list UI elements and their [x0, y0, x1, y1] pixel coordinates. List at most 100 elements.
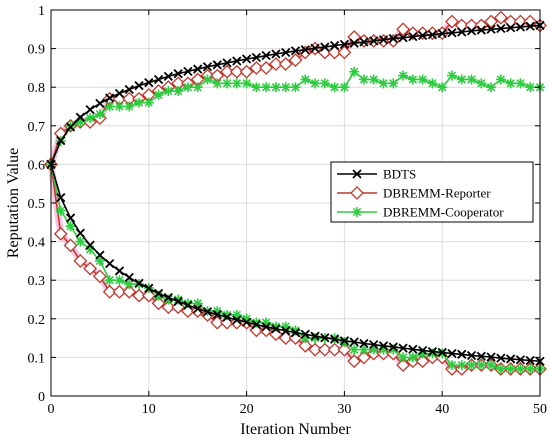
- y-tick-label: 0: [38, 390, 45, 405]
- data-point: [222, 58, 232, 68]
- data-point: [124, 84, 134, 95]
- x-tick-label: 10: [142, 402, 156, 417]
- data-point: [320, 333, 330, 343]
- data-point: [358, 74, 369, 85]
- data-point: [308, 342, 322, 357]
- data-point: [261, 317, 272, 328]
- data-point: [163, 71, 173, 82]
- legend-marker: [350, 186, 364, 200]
- data-point: [417, 74, 428, 85]
- data-point: [407, 352, 418, 363]
- data-point: [359, 338, 369, 349]
- data-point: [525, 355, 535, 366]
- data-point: [398, 352, 409, 363]
- data-point: [369, 340, 379, 350]
- data-point: [298, 338, 313, 353]
- data-point: [368, 74, 379, 85]
- data-point: [212, 306, 223, 317]
- data-point: [232, 315, 242, 325]
- data-point: [251, 82, 262, 93]
- data-point: [173, 69, 183, 79]
- data-point: [104, 275, 115, 286]
- data-point: [153, 89, 164, 100]
- data-point: [310, 333, 321, 344]
- legend-marker: [352, 207, 362, 217]
- data-point: [310, 78, 321, 89]
- data-point: [369, 36, 379, 46]
- data-point: [456, 74, 467, 85]
- data-point: [122, 284, 137, 299]
- data-point: [161, 300, 176, 315]
- data-point: [378, 344, 389, 355]
- x-tick-label: 30: [337, 402, 351, 417]
- y-tick-label: 0.9: [28, 43, 46, 58]
- data-point: [319, 78, 330, 89]
- data-point: [173, 296, 183, 307]
- data-point: [94, 255, 105, 266]
- data-point: [134, 97, 145, 108]
- data-point: [271, 49, 281, 59]
- data-point: [523, 14, 538, 29]
- y-tick-label: 0.6: [28, 158, 46, 173]
- data-point: [269, 57, 283, 71]
- data-point: [525, 363, 536, 374]
- data-point: [202, 307, 213, 317]
- data-point: [408, 344, 418, 354]
- data-point: [83, 261, 98, 276]
- data-point: [447, 28, 457, 38]
- data-point: [241, 317, 252, 327]
- data-point: [163, 292, 173, 303]
- y-tick-label: 0.4: [28, 236, 46, 251]
- data-point: [212, 60, 222, 70]
- data-point: [417, 348, 428, 359]
- data-point: [210, 315, 225, 330]
- data-point: [525, 21, 535, 31]
- data-point: [56, 192, 66, 203]
- data-point: [329, 40, 340, 51]
- data-point: [75, 116, 86, 127]
- data-point: [427, 78, 438, 89]
- data-point: [337, 342, 352, 357]
- data-point: [65, 122, 76, 132]
- data-point: [143, 97, 154, 108]
- data-point: [241, 78, 252, 89]
- data-point: [505, 363, 516, 374]
- data-point: [408, 31, 418, 42]
- data-point: [63, 238, 78, 253]
- data-point: [484, 14, 499, 29]
- data-point: [134, 81, 144, 91]
- data-point: [310, 43, 320, 53]
- data-point: [114, 88, 125, 99]
- data-point: [92, 269, 107, 284]
- data-point: [396, 22, 410, 37]
- legend-item: BDTS: [337, 167, 416, 182]
- data-point: [474, 18, 489, 33]
- data-point: [249, 60, 264, 75]
- data-point: [270, 321, 281, 332]
- data-point: [251, 317, 262, 328]
- data-point: [222, 309, 233, 320]
- legend-label: DBREMM-Cooperator: [383, 205, 504, 220]
- data-point: [280, 82, 291, 93]
- data-point: [104, 101, 115, 112]
- data-point: [220, 64, 234, 79]
- data-point: [466, 74, 477, 85]
- data-point: [388, 344, 399, 355]
- data-point: [446, 70, 457, 81]
- data-point: [337, 45, 352, 60]
- data-point: [85, 113, 96, 124]
- data-point: [525, 82, 536, 93]
- data-point: [222, 312, 232, 322]
- data-point: [466, 360, 477, 371]
- data-point: [398, 70, 409, 81]
- data-point: [457, 27, 467, 37]
- data-point: [515, 355, 526, 365]
- data-point: [368, 344, 379, 355]
- data-point: [85, 244, 96, 255]
- data-point: [65, 221, 76, 232]
- data-point: [349, 344, 360, 355]
- data-point: [427, 346, 438, 357]
- y-tick-label: 0.3: [28, 274, 46, 289]
- data-point: [447, 348, 457, 359]
